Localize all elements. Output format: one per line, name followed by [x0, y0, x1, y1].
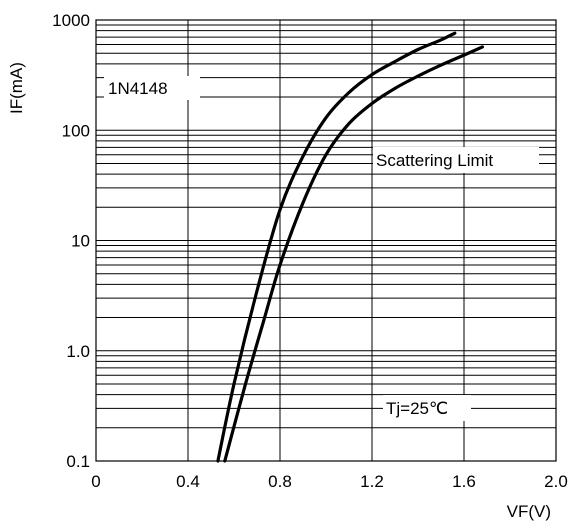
y-tick-label: 0.1	[66, 452, 90, 471]
device-label-bg	[104, 76, 200, 100]
temperature-label-bg	[383, 395, 471, 421]
curves	[216, 31, 484, 463]
x-axis-title: VF(V)	[507, 502, 551, 521]
y-tick-label: 1.0	[66, 342, 90, 361]
plot-frame	[95, 19, 557, 462]
scatter-limit-label: Scattering Limit	[376, 151, 493, 170]
x-tick-label: 1.6	[452, 472, 476, 491]
device-label: 1N4148	[108, 79, 168, 98]
y-tick-label: 1000	[52, 11, 90, 30]
y-tick-label: 100	[62, 121, 90, 140]
scatter-label-bg	[373, 147, 539, 173]
tick-labels: 0 0.4 0.8 1.2 1.6 2.0 0.1 1.0 10 100 1000	[52, 11, 568, 491]
x-tick-label: 0.8	[268, 472, 292, 491]
grid	[96, 20, 556, 461]
series-line-2	[223, 45, 484, 463]
y-tick-label: 10	[71, 232, 90, 251]
x-tick-label: 2.0	[544, 472, 568, 491]
x-tick-label: 0	[91, 472, 100, 491]
temperature-label: Tj=25℃	[386, 399, 448, 418]
x-tick-label: 1.2	[360, 472, 384, 491]
y-axis-title: IF(mA)	[7, 62, 26, 114]
x-tick-label: 0.4	[176, 472, 200, 491]
series-line-1	[216, 31, 457, 463]
